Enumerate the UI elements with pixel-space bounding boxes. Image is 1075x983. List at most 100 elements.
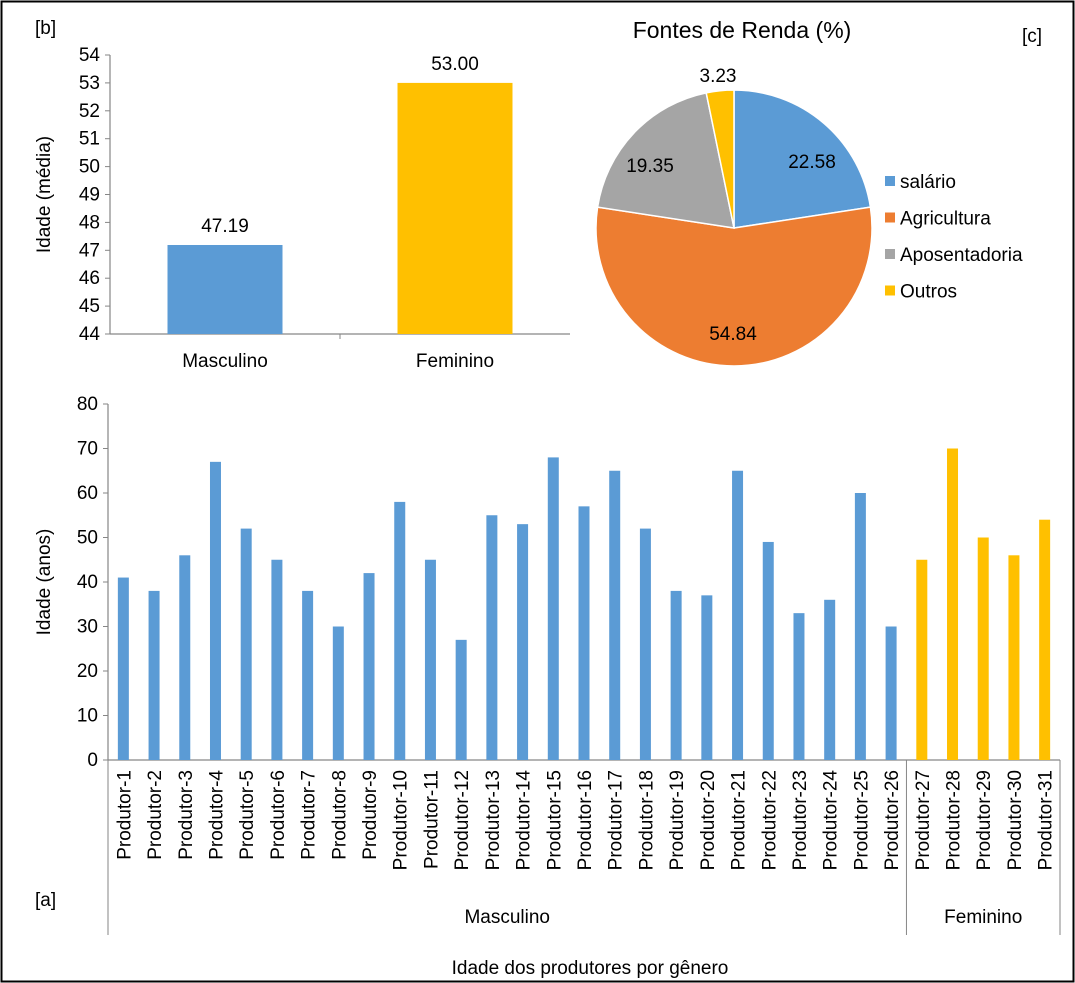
chart-c-legend-swatch	[885, 285, 895, 296]
chart-a-group-label: Masculino	[464, 907, 550, 928]
chart-a-bar-produtor-12	[455, 639, 467, 760]
chart-a-category-label: Produtor-21	[729, 770, 750, 870]
chart-a-category-label: Produtor-19	[667, 770, 688, 870]
chart-a-category-label: Produtor-6	[268, 770, 289, 860]
chart-a-y-tick-label: 20	[77, 661, 98, 682]
chart-a-bar-produtor-15	[547, 457, 559, 760]
chart-a-category-label: Produtor-29	[974, 770, 995, 870]
chart-b-y-tick-label: 44	[79, 324, 101, 345]
chart-a-category-label: Produtor-24	[821, 770, 842, 871]
chart-b-y-tick-label: 52	[79, 101, 100, 122]
chart-c-legend-swatch	[885, 249, 895, 259]
chart-c-data-label: 19.35	[626, 156, 674, 177]
chart-a-category-label: Produtor-22	[759, 770, 780, 870]
chart-a-bar-produtor-23	[793, 613, 805, 760]
chart-a-y-tick-label: 60	[77, 483, 98, 504]
chart-b-y-tick-label: 51	[79, 129, 100, 150]
chart-c-legend-label: Aposentadoria	[900, 245, 1023, 266]
chart-a-category-label: Produtor-20	[698, 770, 719, 870]
chart-a-bar-produtor-6	[271, 559, 283, 760]
chart-a-category-label: Produtor-16	[575, 770, 596, 870]
chart-a-category-label: Produtor-26	[882, 770, 903, 870]
chart-b-category-label: Masculino	[182, 351, 268, 372]
chart-b-y-tick-label: 47	[79, 240, 100, 261]
chart-c-slice-aposentadoria	[596, 91, 735, 229]
chart-a-category-label: Produtor-15	[544, 770, 565, 870]
chart-a-bar-produtor-30	[1008, 555, 1020, 760]
chart-a-category-label: Produtor-9	[360, 770, 381, 860]
chart-c-data-label: 3.23	[700, 66, 737, 87]
chart-b-y-tick-label: 45	[79, 296, 100, 317]
chart-b-y-tick-label: 48	[79, 212, 100, 233]
chart-a-bar-produtor-31	[1039, 519, 1051, 760]
chart-a-bar-produtor-13	[486, 515, 498, 760]
chart-a-category-label: Produtor-10	[391, 770, 412, 870]
chart-c-legend-swatch	[885, 176, 895, 186]
chart-a-category-label: Produtor-4	[206, 770, 227, 860]
chart-a-category-label: Produtor-13	[483, 770, 504, 870]
chart-a-bar-produtor-10	[394, 501, 406, 760]
chart-b-y-tick-label: 50	[79, 157, 100, 178]
chart-b-y-axis-label: Idade (média)	[34, 136, 55, 253]
chart-a-producer-ages: Idade (anos) Idade dos produtores por gê…	[34, 394, 1061, 979]
chart-b-marks: 44 45 46 47 48 49 50 51 52 53 54 47.19 Masculino 53.0…	[79, 45, 570, 372]
chart-a-category-label: Produtor-12	[452, 770, 473, 870]
chart-c-slice-agricultura	[595, 206, 873, 367]
chart-a-bar-produtor-5	[240, 528, 252, 760]
chart-b-y-tick-label: 53	[79, 73, 100, 94]
chart-a-bar-produtor-29	[977, 537, 989, 760]
chart-a-bar-produtor-28	[947, 448, 959, 760]
chart-b-y-tick-label: 49	[79, 185, 100, 206]
chart-a-marks: 0 10 20 30 40 50 60 70 80 Produtor-1 Produtor-2 Pro…	[77, 394, 1061, 935]
chart-a-bar-produtor-17	[609, 470, 621, 760]
chart-c-data-label: 54.84	[709, 324, 757, 345]
chart-a-x-axis-label: Idade dos produtores por gênero	[452, 958, 729, 979]
chart-a-y-tick-label: 50	[77, 528, 98, 549]
chart-a-y-tick-label: 0	[87, 750, 98, 771]
chart-c-legend-label: salário	[900, 172, 956, 193]
chart-a-category-label: Produtor-18	[636, 770, 657, 870]
chart-a-bar-produtor-25	[854, 493, 866, 760]
chart-b-data-label: 47.19	[201, 216, 249, 237]
chart-c-slice-outros	[705, 89, 735, 229]
chart-a-bar-produtor-2	[148, 590, 160, 760]
chart-b-bar-feminino	[397, 82, 513, 335]
chart-c-legend-label: Outros	[900, 282, 957, 303]
chart-a-category-label: Produtor-2	[145, 770, 166, 860]
chart-a-category-label: Produtor-27	[913, 770, 934, 870]
chart-a-bar-produtor-16	[578, 506, 590, 760]
chart-c-income-sources: Fontes de Renda (%) 22.58 54.84 19.35 3.23 s…	[595, 17, 1023, 367]
chart-a-y-tick-label: 70	[77, 439, 98, 460]
panel-label-a: [a]	[35, 890, 56, 911]
chart-a-category-label: Produtor-5	[237, 770, 258, 860]
chart-a-category-label: Produtor-8	[329, 770, 350, 860]
panel-label-c: [c]	[1022, 26, 1042, 47]
chart-a-bar-produtor-22	[762, 541, 774, 760]
chart-a-bar-produtor-11	[424, 559, 436, 760]
chart-c-marks: 22.58 54.84 19.35 3.23 salário Agricultura Apo…	[595, 66, 1023, 367]
chart-a-category-label: Produtor-17	[606, 770, 627, 870]
chart-a-bar-produtor-18	[639, 528, 651, 760]
chart-c-legend-swatch	[885, 212, 895, 223]
chart-a-bar-produtor-27	[916, 559, 928, 760]
chart-a-category-label: Produtor-14	[514, 770, 535, 871]
chart-a-bar-produtor-20	[701, 595, 713, 760]
chart-a-bar-produtor-21	[732, 470, 744, 760]
chart-a-y-tick-label: 80	[77, 394, 98, 415]
chart-a-category-label: Produtor-11	[421, 770, 442, 869]
chart-b-category-label: Feminino	[416, 351, 494, 372]
chart-a-bar-produtor-3	[179, 555, 191, 760]
panel-label-b: [b]	[35, 18, 56, 39]
chart-a-category-label: Produtor-1	[114, 770, 135, 860]
chart-b-y-tick-label: 46	[79, 268, 100, 289]
chart-a-group-label: Feminino	[944, 907, 1022, 928]
chart-a-category-label: Produtor-31	[1036, 770, 1057, 870]
chart-a-y-axis-label: Idade (anos)	[34, 529, 55, 636]
chart-a-category-label: Produtor-23	[790, 770, 811, 870]
chart-a-y-tick-label: 10	[77, 706, 98, 727]
chart-a-bar-produtor-26	[885, 626, 897, 760]
chart-a-y-tick-label: 40	[77, 572, 98, 593]
